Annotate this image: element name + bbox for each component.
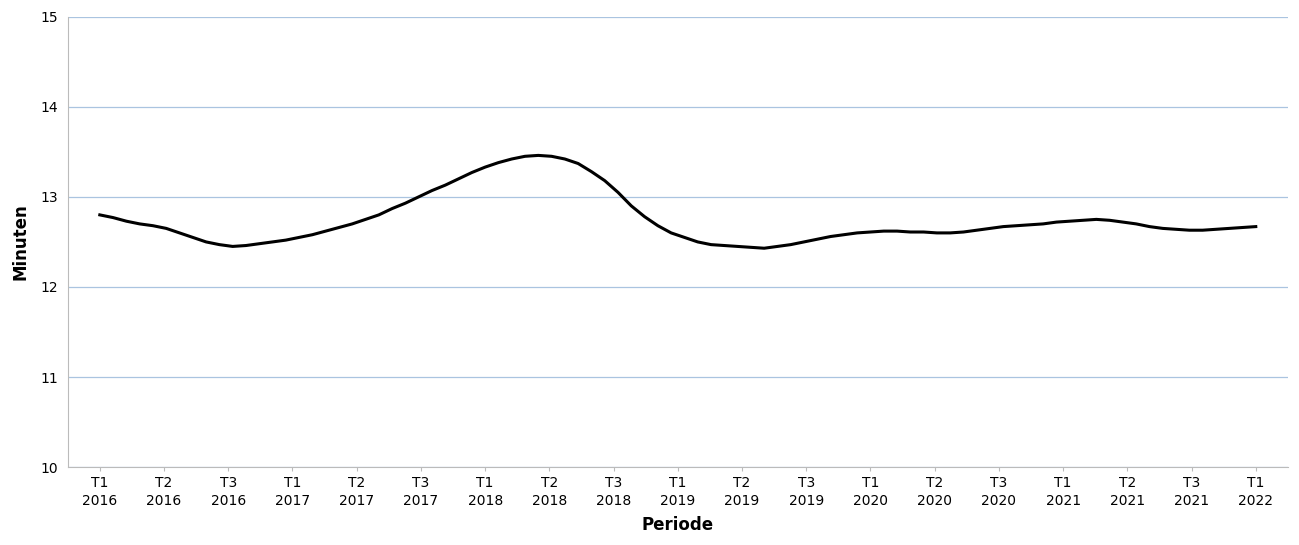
Y-axis label: Minuten: Minuten	[12, 203, 29, 280]
X-axis label: Periode: Periode	[642, 516, 714, 534]
